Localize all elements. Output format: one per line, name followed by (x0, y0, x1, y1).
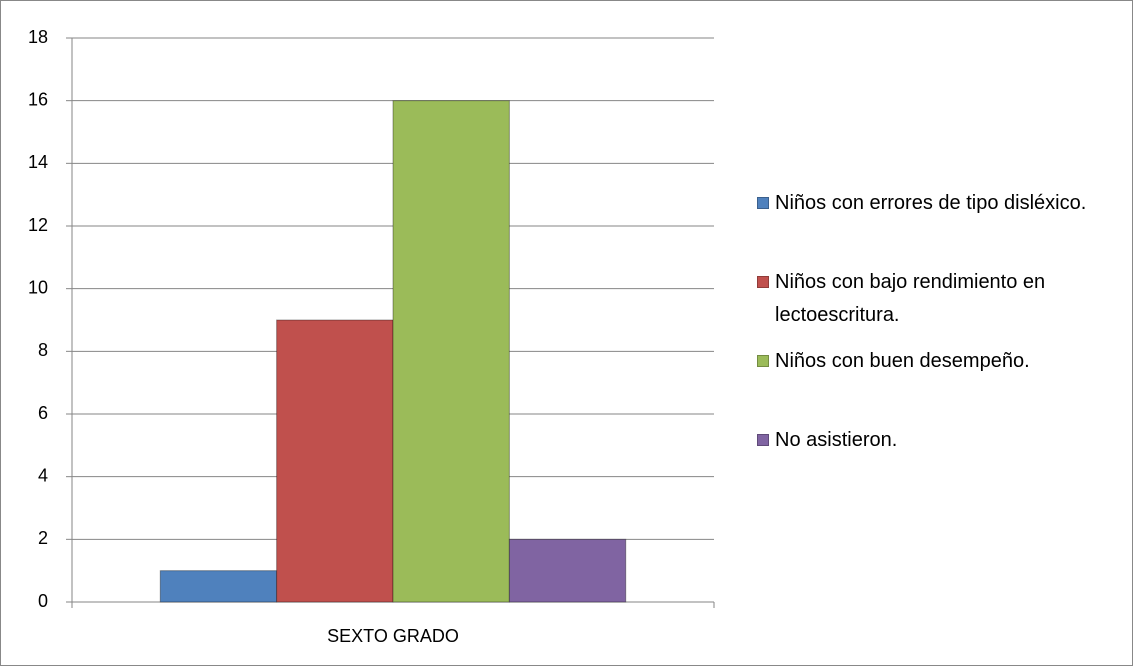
y-tick-label: 16 (28, 89, 48, 109)
y-tick-label: 0 (38, 591, 48, 611)
legend-item: No asistieron. (757, 424, 1117, 457)
legend-swatch (757, 197, 769, 209)
y-tick-label: 10 (28, 277, 48, 297)
y-tick-label: 8 (38, 340, 48, 360)
legend-swatch (757, 276, 769, 288)
y-tick-label: 2 (38, 528, 48, 548)
y-tick-label: 14 (28, 152, 48, 172)
y-tick-label: 18 (28, 27, 48, 47)
bar (159, 570, 278, 603)
legend-item: Niños con buen desempeño. (757, 345, 1117, 378)
bar (508, 538, 627, 603)
legend-label: Niños con bajo rendimiento en lectoescri… (775, 271, 1046, 326)
x-tick-label: SEXTO GRADO (327, 626, 459, 646)
legend-item: Niños con errores de tipo disléxico. (757, 187, 1117, 220)
legend-label: No asistieron. (775, 429, 898, 451)
legend-swatch (757, 355, 769, 367)
legend-swatch (757, 434, 769, 446)
y-tick-label: 12 (28, 215, 48, 235)
legend-label: Niños con buen desempeño. (775, 350, 1030, 372)
y-tick-label: 4 (38, 465, 48, 485)
bar (276, 319, 394, 603)
bar (392, 100, 510, 603)
legend-item: Niños con bajo rendimiento en lectoescri… (757, 266, 1117, 332)
y-tick-label: 6 (38, 403, 48, 423)
legend-label: Niños con errores de tipo disléxico. (775, 192, 1087, 214)
